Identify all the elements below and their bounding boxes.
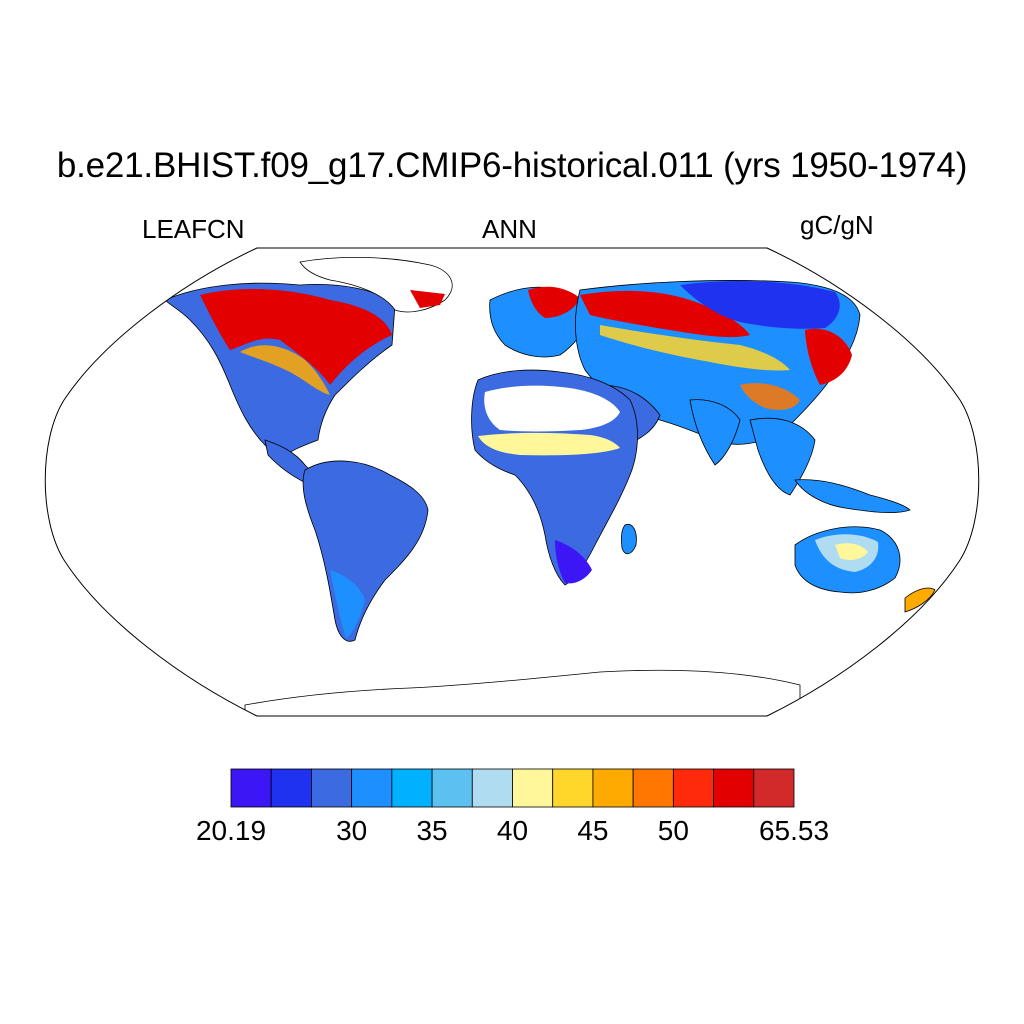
sahara-no-data <box>484 385 620 432</box>
south-america-land <box>302 460 429 642</box>
antarctica-outline <box>244 669 801 716</box>
plot-title: b.e21.BHIST.f09_g17.CMIP6-historical.011… <box>56 146 968 185</box>
colorbar-swatch <box>311 768 353 808</box>
madagascar-land <box>621 523 637 555</box>
colorbar-tick-label: 45 <box>577 815 609 846</box>
southern-africa-low <box>555 540 592 584</box>
colorbar-swatch <box>391 768 433 808</box>
australia-center <box>835 543 868 560</box>
colorbar-tick-label: 65.53 <box>758 815 830 846</box>
colorbar-swatch <box>230 768 272 808</box>
colorbar-swatch <box>270 768 312 808</box>
asia-transition-band <box>600 325 790 371</box>
colorbar-swatch <box>552 768 594 808</box>
tibet-transition <box>740 383 800 410</box>
new-zealand-land <box>904 587 936 613</box>
colorbar-swatch <box>632 768 674 808</box>
colorbar-tick-label: 50 <box>657 815 689 846</box>
siberia-boreal-zone <box>580 290 750 338</box>
greenland-coast <box>410 290 445 308</box>
map-border <box>44 247 980 717</box>
colorbar-tick-label: 20.19 <box>195 815 267 846</box>
colorbar-tick-label: 30 <box>336 815 368 846</box>
indonesia-land <box>794 479 911 513</box>
sahel-band <box>478 432 620 456</box>
eastern-siberia-low <box>680 280 840 329</box>
colorbar-swatch <box>753 768 795 808</box>
greenland-outline <box>299 257 453 313</box>
colorbar-swatch <box>351 768 393 808</box>
colorbar-swatch <box>512 768 554 808</box>
colorbar-swatch <box>431 768 473 808</box>
canada-boreal-zone <box>200 288 392 385</box>
colorbar-swatch <box>592 768 634 808</box>
far-east-high <box>805 328 852 385</box>
variable-label: LEAFCN <box>142 214 245 244</box>
colorbar-swatch <box>672 768 714 808</box>
india-land <box>689 399 741 466</box>
southeast-asia-land <box>749 417 816 496</box>
scandinavia-boreal <box>528 286 580 318</box>
south-america-south <box>330 570 365 638</box>
colorbar-tick-label: 35 <box>416 815 448 846</box>
colorbar-tick-label: 40 <box>496 815 529 846</box>
colorbar-swatch <box>471 768 513 808</box>
canada-transition-band <box>240 345 330 395</box>
units-label: gC/gN <box>800 210 874 240</box>
season-label: ANN <box>482 214 537 244</box>
colorbar-swatch <box>713 768 755 808</box>
